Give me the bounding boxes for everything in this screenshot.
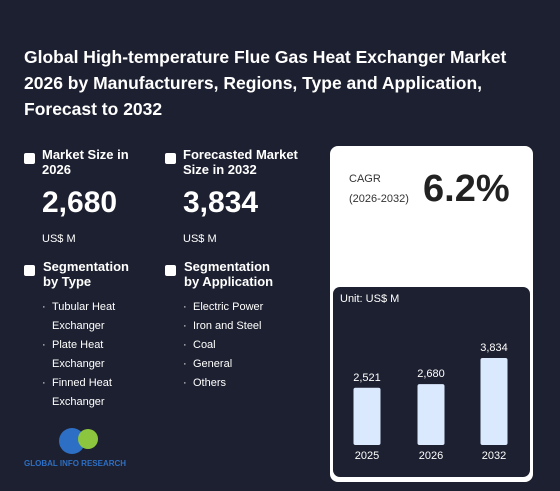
list-item: General	[183, 355, 303, 374]
forecast-unit: US$ M	[183, 233, 217, 245]
x-tick-label: 2025	[355, 450, 379, 462]
list-item: Electric Power	[183, 298, 303, 317]
list-item: Tubular Heat Exchanger	[42, 298, 127, 336]
cagr-card: CAGR (2026-2032) 6.2% Unit: US$ M 2,521 2…	[330, 146, 533, 482]
cagr-label: CAGR	[349, 173, 381, 185]
logo-text: GLOBAL INFO RESEARCH	[24, 459, 126, 468]
bar	[353, 387, 381, 445]
list-item: Coal	[183, 336, 303, 355]
market-size-unit: US$ M	[42, 233, 76, 245]
value-label: 2,521	[353, 372, 381, 384]
logo-shape	[59, 428, 85, 454]
x-tick-label: 2026	[419, 450, 443, 462]
logo-shape	[78, 429, 98, 449]
list-item: Others	[183, 374, 303, 393]
icon	[24, 153, 35, 164]
segmentation-application-title: Segmentation by Application	[184, 259, 274, 289]
value-label: 2,680	[417, 368, 445, 380]
list-item: Plate Heat Exchanger	[42, 336, 127, 374]
value-label: 3,834	[480, 342, 508, 354]
list-item: Iron and Steel	[183, 317, 303, 336]
chart-subtitle: Unit: US$ M	[340, 293, 399, 305]
type-list: Tubular Heat ExchangerPlate Heat Exchang…	[42, 298, 127, 412]
list-item: Finned Heat Exchanger	[42, 374, 127, 412]
market-size-label: Market Size in 2026	[42, 147, 129, 177]
application-list: Electric PowerIron and SteelCoalGeneralO…	[183, 298, 303, 393]
title: Global High-temperature Flue Gas Heat Ex…	[24, 47, 507, 119]
x-tick-label: 2032	[482, 450, 506, 462]
logo: GLOBAL INFO RESEARCH	[24, 428, 126, 468]
icon	[24, 265, 35, 276]
icon	[165, 153, 176, 164]
segmentation-type-title: Segmentation by Type	[43, 259, 129, 289]
cagr-value: 6.2%	[423, 168, 510, 210]
icon	[165, 265, 176, 276]
market-size-value: 2,680	[42, 186, 118, 219]
bar	[480, 358, 508, 445]
chart: Unit: US$ M 2,521 2025 2,680 2026 3,834 2032	[333, 287, 530, 477]
forecast-value: 3,834	[183, 186, 259, 219]
cagr-period: (2026-2032)	[349, 193, 409, 205]
bar	[417, 384, 445, 445]
forecast-label: Forecasted Market Size in 2032	[183, 147, 298, 177]
